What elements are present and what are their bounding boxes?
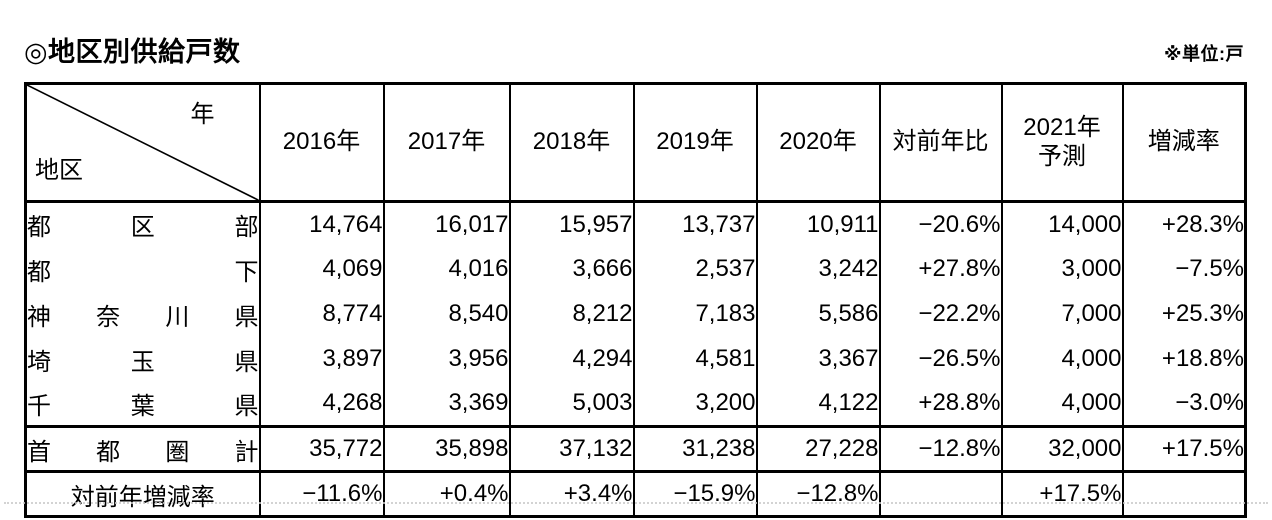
value-cell: 2,537: [632, 246, 757, 292]
value-cell: 15,957: [508, 201, 634, 247]
rate-cell-empty: [878, 471, 1002, 517]
rate-cell-empty: [1121, 471, 1246, 517]
value-cell: 3,897: [258, 336, 384, 382]
value-cell: 8,540: [382, 291, 510, 337]
total-row: 首都圏計 35,772 35,898 37,132 31,238 27,228 …: [25, 425, 1246, 474]
col-header-change-rate: 増減率: [1121, 83, 1246, 204]
yoy-cell: +27.8%: [878, 246, 1002, 292]
row-label: 千葉県: [27, 392, 259, 420]
row-label: 都下: [27, 258, 259, 286]
col-header-2019: 2019年: [632, 83, 757, 204]
rate-cell: +17.5%: [1000, 471, 1123, 517]
value-cell: 5,586: [755, 291, 880, 337]
value-cell: 3,369: [382, 381, 510, 427]
unit-note: ※単位:戸: [1164, 44, 1244, 64]
change-rate-cell: +25.3%: [1121, 291, 1246, 337]
forecast-cell: 4,000: [1000, 336, 1123, 382]
forecast-cell: 4,000: [1000, 381, 1123, 427]
forecast-cell: 3,000: [1000, 246, 1123, 292]
value-cell: 8,774: [258, 291, 384, 337]
row-label: 神奈川県: [27, 303, 259, 331]
rate-row-label: 対前年増減率: [70, 483, 215, 511]
col-header-2016: 2016年: [258, 83, 384, 204]
value-cell: 4,069: [258, 246, 384, 292]
table-row-toka: 都下 4,069 4,016 3,666 2,537 3,242 +27.8% …: [26, 246, 1246, 292]
col-header-2018: 2018年: [508, 83, 634, 204]
forecast-cell: 14,000: [1000, 201, 1123, 247]
header-bar: ◎地区別供給戸数 ※単位:戸: [24, 36, 1244, 68]
rate-row: 対前年増減率 −11.6% +0.4% +3.4% −15.9% −12.8% …: [26, 471, 1246, 517]
total-value-cell: 35,772: [258, 425, 384, 474]
value-cell: 4,016: [382, 246, 510, 292]
rate-cell: +0.4%: [382, 471, 510, 517]
total-value-cell: 37,132: [508, 425, 634, 474]
district-supply-table: 年 地区 2016年 2017年 2018年 2019年 2020年 対前年比 …: [24, 82, 1247, 519]
yoy-cell: −26.5%: [878, 336, 1002, 382]
value-cell: 5,003: [508, 381, 634, 427]
yoy-cell: +28.8%: [878, 381, 1002, 427]
rate-cell: −11.6%: [258, 471, 384, 517]
table-row-chiba: 千葉県 4,268 3,369 5,003 3,200 4,122 +28.8%…: [26, 381, 1246, 427]
value-cell: 8,212: [508, 291, 634, 337]
total-value-cell: 27,228: [755, 425, 880, 474]
change-rate-cell: −7.5%: [1121, 246, 1246, 292]
corner-label-year: 年: [190, 101, 215, 128]
value-cell: 16,017: [382, 201, 510, 247]
col-header-yoy: 対前年比: [878, 83, 1002, 204]
total-change-rate-cell: +17.5%: [1121, 425, 1246, 474]
total-value-cell: 31,238: [632, 425, 757, 474]
rate-cell: −12.8%: [755, 471, 880, 517]
corner-label-district: 地区: [35, 157, 83, 185]
col-header-2017: 2017年: [382, 83, 510, 204]
value-cell: 10,911: [755, 201, 880, 247]
total-value-cell: 35,898: [382, 425, 510, 474]
change-rate-cell: +28.3%: [1121, 201, 1246, 247]
col-header-2021-forecast: 2021年 予測: [1000, 83, 1123, 204]
col-header-2020: 2020年: [755, 83, 880, 204]
table-row-tokubu: 都区部 14,764 16,017 15,957 13,737 10,911 −…: [26, 201, 1246, 247]
value-cell: 3,200: [632, 381, 757, 427]
yoy-cell: −22.2%: [878, 291, 1002, 337]
value-cell: 3,956: [382, 336, 510, 382]
change-rate-cell: +18.8%: [1121, 336, 1246, 382]
yoy-cell: −20.6%: [878, 201, 1002, 247]
rate-cell: +3.4%: [508, 471, 634, 517]
value-cell: 7,183: [632, 291, 757, 337]
value-cell: 4,122: [755, 381, 880, 427]
value-cell: 14,764: [258, 201, 384, 247]
value-cell: 4,581: [632, 336, 757, 382]
value-cell: 3,242: [755, 246, 880, 292]
rate-cell: −15.9%: [632, 471, 757, 517]
page-title: ◎地区別供給戸数: [24, 37, 241, 68]
diagonal-line-icon: [27, 85, 259, 200]
change-rate-cell: −3.0%: [1121, 381, 1246, 427]
header-row: 年 地区 2016年 2017年 2018年 2019年 2020年 対前年比 …: [25, 83, 1246, 204]
value-cell: 3,666: [508, 246, 634, 292]
value-cell: 13,737: [632, 201, 757, 247]
corner-cell: 年 地区: [25, 83, 260, 204]
row-label: 都区部: [27, 214, 259, 242]
total-yoy-cell: −12.8%: [878, 425, 1002, 474]
forecast-cell: 7,000: [1000, 291, 1123, 337]
value-cell: 4,294: [508, 336, 634, 382]
table-row-saitama: 埼玉県 3,897 3,956 4,294 4,581 3,367 −26.5%…: [26, 336, 1246, 382]
value-cell: 3,367: [755, 336, 880, 382]
total-forecast-cell: 32,000: [1000, 425, 1123, 474]
total-row-label: 首都圏計: [25, 425, 260, 474]
scan-artifact-line: [4, 502, 1268, 504]
table-row-kanagawa: 神奈川県 8,774 8,540 8,212 7,183 5,586 −22.2…: [26, 291, 1246, 337]
row-label: 埼玉県: [27, 348, 259, 376]
value-cell: 4,268: [258, 381, 384, 427]
